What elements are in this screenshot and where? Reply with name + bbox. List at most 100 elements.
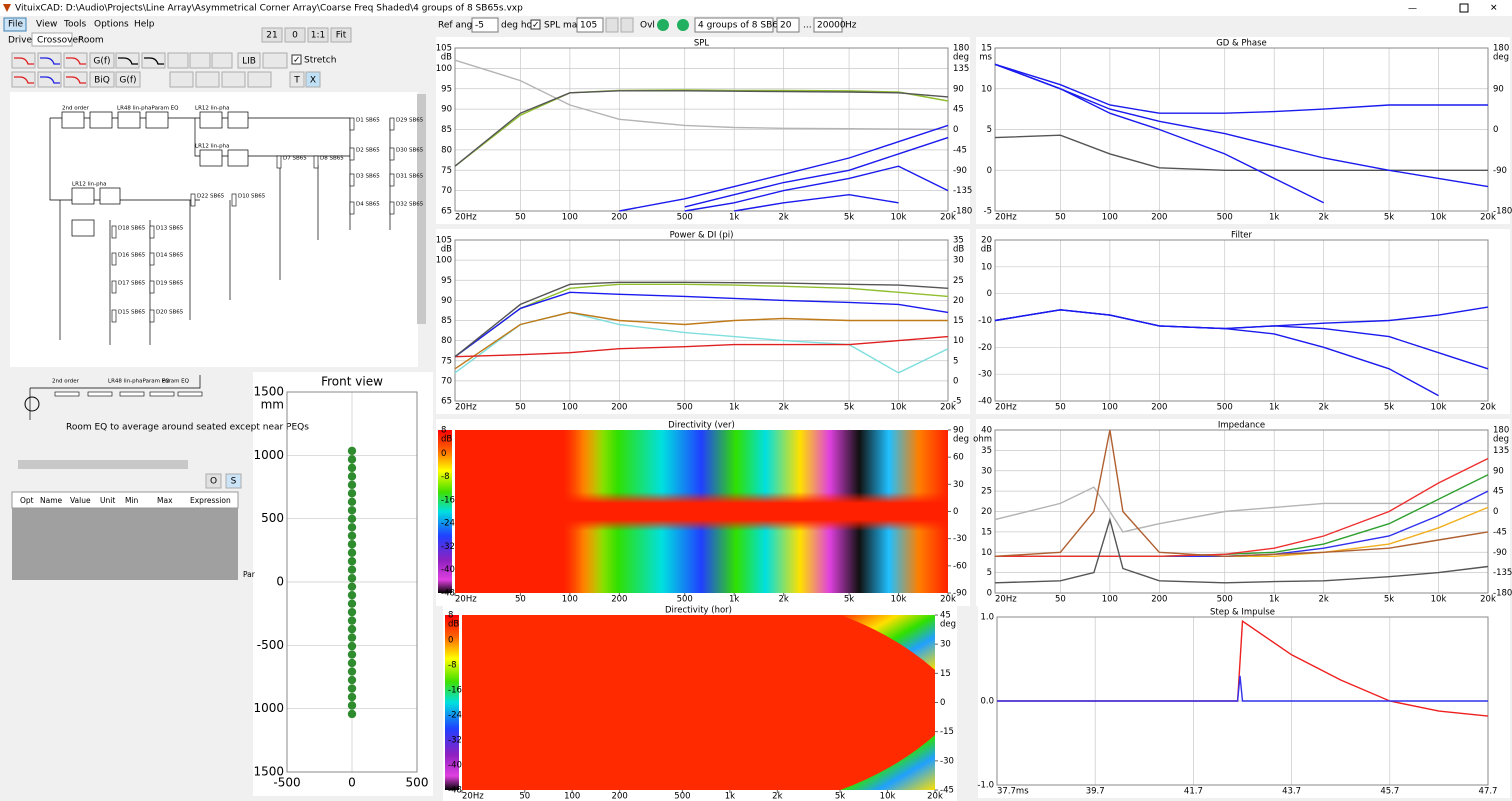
view-button[interactable] bbox=[307, 27, 329, 43]
tool-button-label: LIB bbox=[242, 57, 256, 67]
y-tick-label: 60 bbox=[953, 453, 964, 463]
driver-point bbox=[347, 506, 357, 515]
schematic-block bbox=[227, 149, 249, 167]
x-tick-label: 200 bbox=[1151, 213, 1167, 223]
checkbox[interactable] bbox=[291, 54, 302, 65]
tool-button[interactable] bbox=[189, 52, 211, 69]
x-tick-label: 20Hz bbox=[995, 213, 1017, 223]
driver-icon bbox=[149, 309, 155, 323]
text-field[interactable] bbox=[694, 17, 774, 33]
tool-button[interactable] bbox=[195, 71, 220, 88]
driver-icon bbox=[389, 147, 395, 161]
driver-point bbox=[347, 472, 357, 481]
tab[interactable]: Crossover bbox=[37, 36, 82, 46]
y-unit: dB bbox=[441, 245, 452, 255]
schematic-block bbox=[199, 111, 223, 129]
x-tick-label: 1k bbox=[729, 595, 739, 605]
schematic-label: D7 SB65 bbox=[283, 156, 307, 162]
driver-icon bbox=[389, 117, 395, 131]
tab[interactable]: Room bbox=[78, 36, 104, 46]
data-line bbox=[454, 283, 949, 358]
y-tick-label: 65 bbox=[441, 207, 452, 217]
menu-item[interactable]: Help bbox=[134, 20, 155, 30]
x-tick-label: 43.7 bbox=[1282, 787, 1301, 797]
tool-button[interactable] bbox=[221, 71, 246, 88]
tool-button[interactable] bbox=[169, 71, 194, 88]
text-field-value: -5 bbox=[475, 21, 484, 31]
driver-point bbox=[347, 684, 357, 693]
opt-button[interactable] bbox=[225, 473, 242, 489]
y-tick-label: 20 bbox=[981, 236, 992, 246]
text-field[interactable] bbox=[776, 17, 800, 33]
control-label: deg hor bbox=[501, 21, 536, 31]
remove-button[interactable] bbox=[677, 19, 689, 31]
driver-point bbox=[347, 455, 357, 464]
checkbox[interactable] bbox=[530, 19, 541, 30]
text-field[interactable] bbox=[813, 17, 843, 33]
colorbar-tick-label: -40 bbox=[441, 565, 455, 575]
text-field[interactable] bbox=[576, 17, 604, 33]
tool-button[interactable] bbox=[63, 71, 88, 88]
view-button[interactable] bbox=[284, 27, 306, 43]
chart-title: Directivity (hor) bbox=[665, 606, 732, 616]
tool-button[interactable] bbox=[11, 71, 36, 88]
view-button[interactable] bbox=[330, 27, 352, 43]
tool-button[interactable] bbox=[305, 71, 321, 88]
y2-tick-label: 0 bbox=[953, 376, 958, 386]
minimize-button[interactable]: — bbox=[1408, 4, 1417, 14]
tool-button[interactable] bbox=[63, 52, 88, 69]
y-tick-label: 1.0 bbox=[980, 613, 994, 623]
menu-item[interactable]: Options bbox=[94, 20, 129, 30]
driver-icon bbox=[276, 155, 282, 169]
schematic-scrollbar[interactable] bbox=[417, 94, 426, 324]
h-scrollbar[interactable] bbox=[18, 460, 188, 469]
data-line bbox=[997, 675, 1488, 702]
maximize-button[interactable] bbox=[1459, 3, 1469, 13]
data-line bbox=[454, 281, 949, 358]
menu-item[interactable]: Tools bbox=[63, 20, 86, 30]
tool-button[interactable] bbox=[115, 52, 140, 69]
tool-button[interactable] bbox=[89, 71, 115, 88]
spin-button[interactable] bbox=[605, 17, 619, 33]
add-button[interactable] bbox=[657, 19, 669, 31]
tab[interactable]: Drivers bbox=[8, 36, 41, 46]
tool-button[interactable] bbox=[11, 52, 36, 69]
tool-button[interactable] bbox=[289, 71, 305, 88]
driver-icon bbox=[349, 147, 355, 161]
x-tick-label: 200 bbox=[611, 213, 627, 223]
tool-button[interactable] bbox=[37, 71, 62, 88]
view-button[interactable] bbox=[261, 27, 283, 43]
tool-button[interactable] bbox=[247, 71, 272, 88]
driver-point bbox=[347, 480, 357, 490]
control-label: SPL max bbox=[544, 21, 583, 31]
x-tick-label: 100 bbox=[564, 792, 580, 801]
text-field-value: 4 groups of 8 SB65s bbox=[698, 21, 789, 31]
menu-item[interactable]: File bbox=[8, 20, 24, 30]
menu-item[interactable]: View bbox=[36, 20, 57, 30]
y-tick-label: 0 bbox=[953, 507, 958, 517]
tool-button[interactable] bbox=[141, 52, 166, 69]
tool-button[interactable] bbox=[211, 52, 233, 69]
spin-button[interactable] bbox=[620, 17, 634, 33]
y-tick-label: -10 bbox=[978, 316, 992, 326]
close-button[interactable]: ✕ bbox=[1490, 4, 1498, 14]
tool-button[interactable] bbox=[89, 52, 115, 69]
schematic-label: Room EQ to average around seated except … bbox=[66, 423, 309, 433]
data-line bbox=[684, 165, 949, 212]
schematic-block bbox=[61, 111, 85, 129]
text-field[interactable] bbox=[471, 17, 499, 33]
y2-tick-label: 30 bbox=[953, 256, 964, 266]
x-tick-label: 20Hz bbox=[455, 213, 477, 223]
data-line bbox=[454, 90, 949, 167]
tool-button[interactable] bbox=[115, 71, 141, 88]
y-tick-label: 10 bbox=[981, 548, 992, 558]
x-tick-label: 20k bbox=[1480, 403, 1496, 413]
tool-button[interactable] bbox=[237, 52, 261, 69]
tool-button[interactable] bbox=[37, 52, 62, 69]
tool-button[interactable] bbox=[262, 52, 288, 69]
colorbar-tick-label: 0 bbox=[441, 449, 446, 459]
schematic-label: D2 SB65 bbox=[356, 148, 380, 154]
tool-button[interactable] bbox=[167, 52, 189, 69]
y-tick-label: 15 bbox=[940, 669, 951, 679]
opt-button[interactable] bbox=[205, 473, 222, 489]
